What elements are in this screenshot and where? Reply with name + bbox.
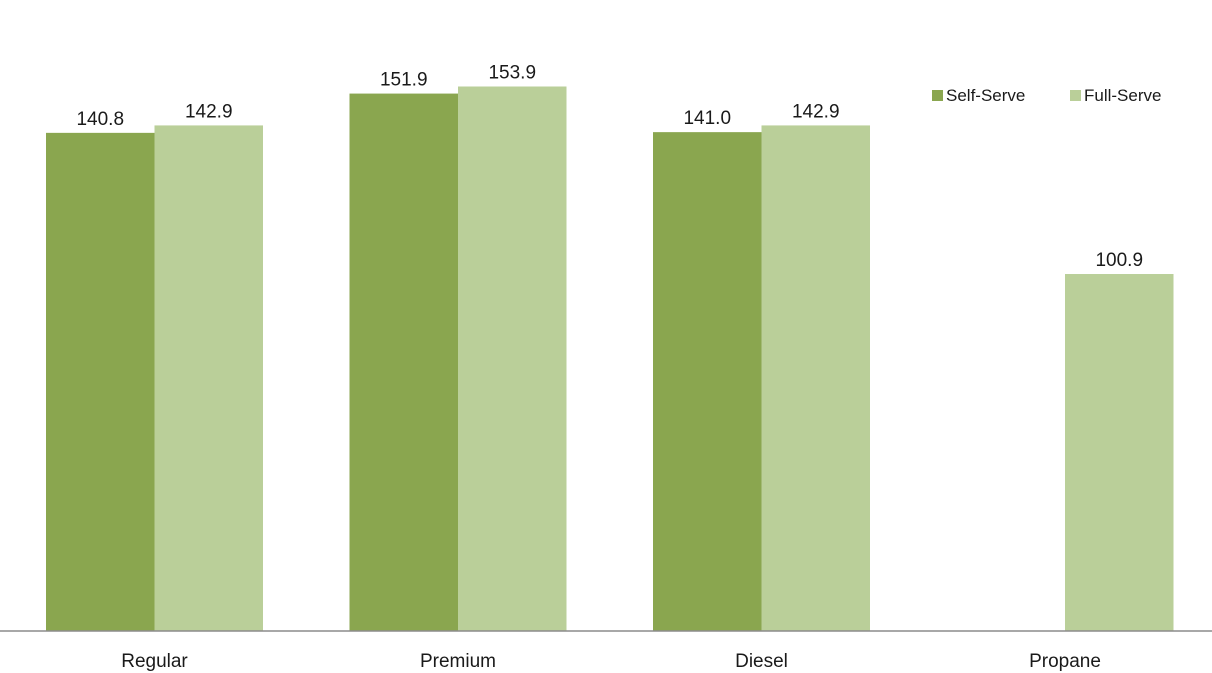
x-tick-labels-group: Regular Premium Diesel Propane bbox=[121, 651, 1101, 672]
legend-label-self-serve: Self-Serve bbox=[946, 86, 1025, 105]
bar-full-serve-propane bbox=[1065, 274, 1174, 631]
data-label-full-serve-regular: 142.9 bbox=[185, 101, 233, 122]
bar-full-serve-premium bbox=[458, 86, 567, 631]
data-label-self-serve-diesel: 141.0 bbox=[683, 108, 731, 129]
bar-self-serve-regular bbox=[46, 132, 155, 631]
x-tick-label-regular: Regular bbox=[121, 651, 188, 672]
bar-full-serve-diesel bbox=[761, 125, 870, 631]
bar-self-serve-diesel bbox=[653, 132, 762, 631]
bars-group bbox=[46, 86, 1174, 631]
x-tick-label-premium: Premium bbox=[420, 651, 496, 672]
bar-full-serve-regular bbox=[154, 125, 263, 631]
legend-label-full-serve: Full-Serve bbox=[1084, 86, 1161, 105]
data-labels-group: 140.8 142.9 151.9 153.9 141.0 142.9 100.9 bbox=[76, 63, 1143, 272]
data-label-self-serve-premium: 151.9 bbox=[380, 70, 428, 91]
legend-swatch-full-serve bbox=[1070, 90, 1081, 101]
legend: Self-Serve Full-Serve bbox=[932, 86, 1161, 105]
x-tick-label-propane: Propane bbox=[1029, 651, 1101, 672]
data-label-full-serve-diesel: 142.9 bbox=[792, 101, 840, 122]
legend-swatch-self-serve bbox=[932, 90, 943, 101]
x-tick-label-diesel: Diesel bbox=[735, 651, 788, 672]
data-label-self-serve-regular: 140.8 bbox=[76, 109, 124, 130]
data-label-full-serve-propane: 100.9 bbox=[1095, 250, 1143, 271]
bar-self-serve-premium bbox=[349, 93, 458, 631]
data-label-full-serve-premium: 153.9 bbox=[488, 63, 536, 84]
